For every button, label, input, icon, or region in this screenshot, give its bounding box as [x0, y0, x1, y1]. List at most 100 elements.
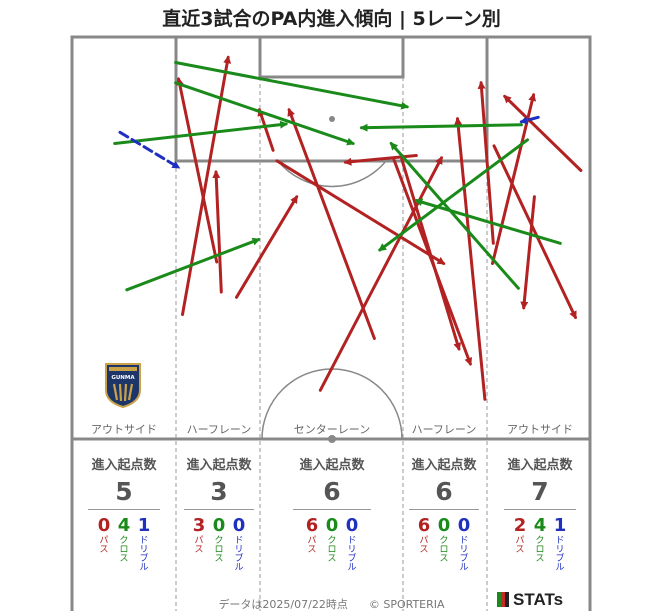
pass-arrow [212, 170, 223, 294]
footer-date-text: データは2025/07/22時点 [218, 598, 348, 611]
cross-arrow [389, 141, 520, 290]
breakdown-cross-label: クロス [119, 536, 129, 564]
pass-arrow [181, 55, 232, 316]
pass-arrow [503, 94, 583, 172]
breakdown-cross-label: クロス [439, 536, 449, 564]
breakdown-cross-count: 0 [325, 515, 339, 536]
brand-text: STATs [513, 590, 564, 609]
footer-copyright: © SPORTERIA [368, 598, 445, 611]
lane-divider-rule [293, 509, 371, 510]
cross-arrow [414, 198, 562, 245]
breakdown-dribble-count: 0 [345, 515, 359, 536]
center-spot [328, 435, 336, 443]
pass-arrow [318, 156, 443, 392]
lane-stat-header: 進入起点数 [299, 458, 365, 473]
lane-label: アウトサイド [507, 423, 573, 436]
breakdown-dribble-count: 1 [553, 515, 567, 536]
breakdown-cross-count: 0 [212, 515, 226, 536]
lane-total: 7 [531, 477, 549, 506]
breakdown-pass: 2 パス [510, 515, 530, 555]
breakdown-dribble-label: ドリブル [555, 536, 565, 573]
lane-label: アウトサイド [91, 423, 157, 436]
pass-arrow [492, 144, 577, 320]
pass-arrow [520, 195, 536, 310]
breakdown-pass-count: 0 [97, 515, 111, 536]
cross-arrow [113, 120, 289, 145]
breakdown-dribble: 0 ドリブル [342, 515, 362, 573]
lane-divider-rule [88, 509, 160, 510]
cross-arrow [359, 123, 523, 132]
pass-arrow [477, 80, 495, 245]
breakdown-cross-count: 4 [117, 515, 131, 536]
lane-total: 3 [210, 477, 228, 506]
breakdown-cross-label: クロス [535, 536, 545, 564]
breakdown-cross: 4 クロス [530, 515, 550, 564]
breakdown-cross: 0 クロス [209, 515, 229, 564]
breakdown-pass: 6 パス [302, 515, 322, 555]
penalty-spot [329, 116, 335, 122]
brand-mark-icon [497, 592, 509, 607]
entry-arrows [113, 55, 583, 401]
breakdown-dribble: 1 ドリブル [134, 515, 154, 573]
pass-arrow [400, 157, 462, 351]
footer-date: データは2025/07/22時点 © SPORTERIA [0, 596, 663, 612]
breakdown-pass-count: 6 [305, 515, 319, 536]
breakdown-pass-label: パス [307, 536, 317, 555]
pass-arrow [257, 107, 275, 152]
lane-stat-header: 進入起点数 [91, 458, 157, 473]
chart-title: 直近3試合のPA内進入傾向 | 5レーン別 [162, 8, 501, 30]
breakdown-cross-label: クロス [214, 536, 224, 564]
breakdown-pass-count: 3 [192, 515, 206, 536]
breakdown-cross: 0 クロス [322, 515, 342, 564]
pass-arrow [454, 116, 487, 401]
lane-divider-rule [504, 509, 576, 510]
cross-arrow [174, 61, 410, 110]
breakdown-dribble-label: ドリブル [347, 536, 357, 573]
brand-logo: STATs [497, 590, 563, 610]
club-crest-icon: GUNMA [105, 362, 141, 412]
pass-arrow [175, 77, 219, 264]
breakdown-dribble-count: 1 [137, 515, 151, 536]
breakdown-cross: 4 クロス [114, 515, 134, 564]
breakdown-cross-count: 0 [437, 515, 451, 536]
breakdown-pass-count: 2 [513, 515, 527, 536]
pass-arrow [275, 159, 446, 265]
breakdown-dribble-count: 0 [457, 515, 471, 536]
breakdown-pass: 3 パス [189, 515, 209, 555]
lane-dividers [175, 77, 488, 611]
lane-divider-rule [184, 509, 254, 510]
cross-arrow [378, 138, 529, 252]
breakdown-cross: 0 クロス [434, 515, 454, 564]
breakdown-cross-count: 4 [533, 515, 547, 536]
goal-area [258, 35, 405, 79]
lane-divider-rule [409, 509, 479, 510]
breakdown-pass-label: パス [515, 536, 525, 555]
breakdown-pass: 0 パス [94, 515, 114, 555]
breakdown-dribble-count: 0 [232, 515, 246, 536]
breakdown-dribble: 1 ドリブル [550, 515, 570, 573]
breakdown-pass-label: パス [194, 536, 204, 555]
lane-total: 6 [323, 477, 341, 506]
dribble-arrow [118, 130, 181, 169]
lane-label: ハーフレーン [411, 423, 477, 436]
lane-label: ハーフレーン [186, 423, 252, 436]
penalty-arc [277, 160, 387, 188]
breakdown-dribble-label: ドリブル [234, 536, 244, 573]
dribble-arrow [519, 115, 540, 125]
crest-text: GUNMA [111, 375, 135, 381]
breakdown-dribble-label: ドリブル [459, 536, 469, 573]
lane-stat-header: 進入起点数 [507, 458, 573, 473]
lane-total: 6 [435, 477, 453, 506]
breakdown-pass: 6 パス [414, 515, 434, 555]
pass-arrow [491, 92, 537, 265]
breakdown-dribble-label: ドリブル [139, 536, 149, 573]
pass-arrow [235, 195, 299, 299]
breakdown-cross-label: クロス [327, 536, 337, 564]
breakdown-pass-label: パス [99, 536, 109, 555]
cross-arrow [125, 237, 261, 292]
lane-stat-header: 進入起点数 [186, 458, 252, 473]
lane-total: 5 [115, 477, 133, 506]
breakdown-pass-count: 6 [417, 515, 431, 536]
breakdown-dribble: 0 ドリブル [454, 515, 474, 573]
